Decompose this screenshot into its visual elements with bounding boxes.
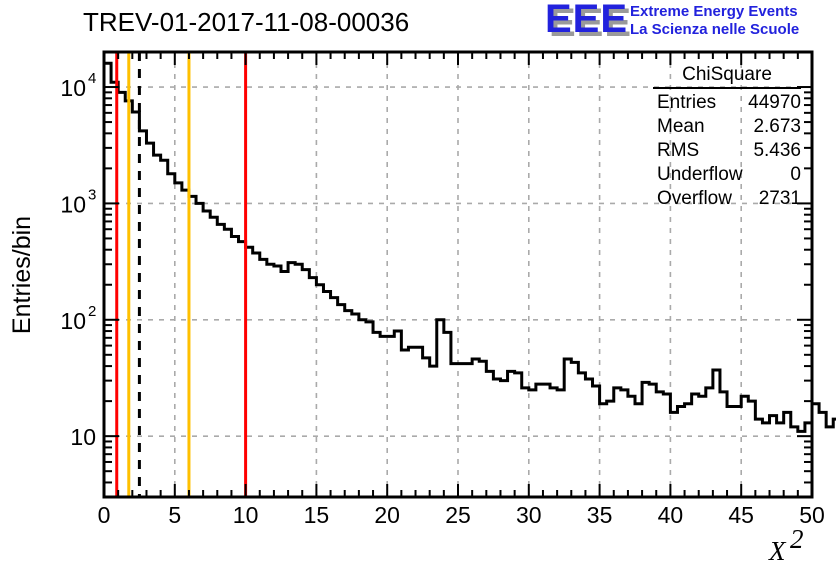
stats-row-value: 5.436 (753, 140, 801, 161)
svg-text:10: 10 (60, 308, 86, 334)
svg-text:10: 10 (70, 424, 96, 450)
histogram-curve (104, 61, 836, 433)
x-tick-label: 35 (587, 502, 613, 528)
x-axis-title: X 2 (768, 524, 804, 566)
stats-row-label: Mean (657, 116, 705, 137)
grid-lines (104, 52, 812, 497)
y-tick-label: 10 4 (60, 70, 96, 101)
stats-row-value: 0 (790, 164, 801, 185)
stats-row-value: 2731 (759, 188, 801, 209)
y-tick-label: 10 (70, 424, 96, 450)
svg-text:10: 10 (60, 191, 86, 217)
eee-logo: EEE EEE Extreme Energy Events La Scienza… (545, 0, 799, 45)
stats-row-label: RMS (657, 140, 699, 161)
x-tick-label: 45 (728, 502, 754, 528)
x-axis-title-text: X (768, 536, 787, 566)
x-tick-label: 30 (516, 502, 542, 528)
stats-row-value: 2.673 (753, 116, 801, 137)
y-tick-label: 10 3 (60, 186, 96, 217)
x-tick-label: 40 (658, 502, 684, 528)
y-tick-label: 10 2 (60, 303, 96, 334)
x-tick-label: 15 (304, 502, 330, 528)
stats-row-value: 44970 (748, 92, 801, 113)
svg-text:10: 10 (60, 75, 86, 101)
x-axis-title-exponent: 2 (790, 524, 804, 554)
x-tick-label: 50 (799, 502, 825, 528)
stats-row-label: Underflow (657, 164, 743, 185)
x-tick-label: 0 (98, 502, 111, 528)
stats-row-label: Entries (657, 92, 716, 113)
svg-text:4: 4 (88, 70, 96, 87)
marker-lines (115, 52, 248, 497)
x-tick-label: 10 (233, 502, 259, 528)
stats-box[interactable]: ChiSquare Entries 44970 Mean 2.673 RMS 5.436 U… (653, 64, 801, 209)
x-tick-label: 20 (374, 502, 400, 528)
stats-row-label: Overflow (657, 188, 732, 209)
stats-box-title: ChiSquare (682, 64, 772, 85)
page-title: TREV-01-2017-11-08-00036 (83, 7, 409, 37)
svg-text:2: 2 (88, 303, 96, 320)
svg-text:3: 3 (88, 186, 96, 203)
x-tick-label: 25 (445, 502, 471, 528)
eee-logo-shadow: EEE (549, 1, 632, 45)
stats-rows: Entries 44970 Mean 2.673 RMS 5.436 Underflow 0 O… (657, 92, 801, 209)
x-axis-tick-labels: 0 5 10 15 20 25 30 35 40 45 50 (98, 502, 825, 528)
axis-frame (102, 50, 814, 499)
eee-logo-line2: La Scienza nelle Scuole (630, 21, 799, 38)
eee-logo-line1: Extreme Energy Events (630, 3, 798, 20)
y-axis-title: Entries/bin (8, 216, 36, 334)
x-tick-label: 5 (168, 502, 181, 528)
eee-logo-mark: EEE (545, 0, 628, 41)
